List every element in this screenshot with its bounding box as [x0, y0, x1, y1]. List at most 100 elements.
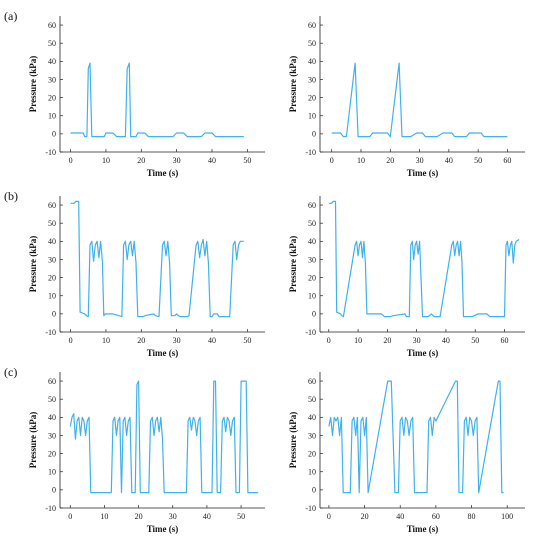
y-tick-label: 60	[48, 21, 56, 30]
x-axis-label: Time (s)	[407, 524, 439, 534]
x-tick-label: 30	[173, 156, 181, 165]
x-tick-label: 60	[432, 512, 440, 521]
chart-c-left: -10 0 10 20 30 40 50 60 0 10 20 30 40 50 Time (s) Press…	[28, 372, 265, 534]
y-tick-label: 60	[308, 201, 316, 210]
y-tick-label: 30	[48, 431, 56, 440]
y-tick-label: 50	[308, 219, 316, 228]
panel-label-b: (b)	[4, 189, 18, 203]
y-tick-label: 50	[48, 219, 56, 228]
y-tick-label: 60	[48, 201, 56, 210]
y-axis-label: Pressure (kPa)	[28, 412, 38, 468]
x-tick-label: 10	[102, 336, 110, 345]
x-tick-label: 20	[137, 156, 145, 165]
y-axis-label: Pressure (kPa)	[288, 412, 298, 468]
x-tick-label: 20	[383, 336, 391, 345]
y-tick-label: 40	[308, 413, 316, 422]
chart-b-right: -10 0 10 20 30 40 50 60 0 10 20 30 40 50 60 Time (s) Pre…	[288, 196, 525, 358]
x-tick-label: 40	[442, 336, 450, 345]
x-tick-label: 30	[169, 512, 177, 521]
x-tick-label: 30	[413, 336, 421, 345]
chart-a-right: -10 0 10 20 30 40 50 60 0 10 20 30 40 50 60 Time (s) Pre…	[288, 16, 525, 178]
x-tick-label: 30	[173, 336, 181, 345]
x-axis-label: Time (s)	[147, 524, 179, 534]
y-tick-label: -10	[45, 328, 56, 337]
y-tick-label: 30	[308, 75, 316, 84]
x-tick-label: 50	[243, 336, 251, 345]
x-tick-label: 50	[237, 512, 245, 521]
x-tick-label: 20	[137, 336, 145, 345]
x-tick-label: 50	[243, 156, 251, 165]
x-axis-label: Time (s)	[147, 168, 179, 178]
y-axis-label: Pressure (kPa)	[28, 236, 38, 292]
series-line	[331, 62, 508, 138]
x-tick-label: 40	[208, 336, 216, 345]
y-tick-label: 0	[52, 486, 56, 495]
x-tick-label: 0	[69, 156, 73, 165]
y-tick-label: 50	[48, 395, 56, 404]
x-axis-label: Time (s)	[407, 168, 439, 178]
y-tick-label: 10	[308, 468, 316, 477]
y-tick-label: 30	[308, 431, 316, 440]
x-tick-label: 20	[361, 512, 369, 521]
panel-label-a: (a)	[4, 9, 17, 23]
y-tick-label: 20	[308, 449, 316, 458]
y-tick-label: 50	[308, 39, 316, 48]
chart-c-right: -10 0 10 20 30 40 50 60 0 20 40 60 80 100 Time (s) Pres…	[288, 372, 525, 534]
x-tick-label: 10	[354, 336, 362, 345]
y-tick-label: 60	[308, 21, 316, 30]
x-tick-label: 0	[327, 512, 331, 521]
x-tick-label: 30	[416, 156, 424, 165]
x-tick-label: 20	[135, 512, 143, 521]
y-tick-label: 20	[308, 273, 316, 282]
y-tick-label: 0	[312, 310, 316, 319]
x-tick-label: 10	[100, 512, 108, 521]
y-tick-label: 40	[48, 57, 56, 66]
y-tick-label: 0	[312, 486, 316, 495]
y-tick-label: 20	[48, 93, 56, 102]
series-line	[328, 200, 520, 318]
y-tick-label: 60	[48, 377, 56, 386]
y-tick-label: 0	[312, 130, 316, 139]
y-axis-label: Pressure (kPa)	[288, 56, 298, 112]
x-tick-label: 40	[445, 156, 453, 165]
y-tick-label: 50	[308, 395, 316, 404]
y-tick-label: 20	[308, 93, 316, 102]
x-tick-label: 0	[327, 336, 331, 345]
x-tick-label: 50	[471, 336, 479, 345]
x-tick-label: 40	[208, 156, 216, 165]
y-tick-label: 10	[308, 112, 316, 121]
y-tick-label: -10	[45, 504, 56, 513]
y-tick-label: 40	[308, 237, 316, 246]
panel-label-c: (c)	[4, 365, 17, 379]
y-axis-label: Pressure (kPa)	[28, 56, 38, 112]
y-tick-label: 50	[48, 39, 56, 48]
x-tick-label: 80	[468, 512, 476, 521]
plots-layer: -10 0 10 20 30 40 50 60 0 10 20 30 40 50 Time (s) Press…	[28, 16, 525, 534]
y-tick-label: 20	[48, 449, 56, 458]
y-tick-label: 10	[48, 112, 56, 121]
x-axis-label: Time (s)	[147, 348, 179, 358]
x-tick-label: 60	[503, 156, 511, 165]
x-tick-label: 0	[68, 512, 72, 521]
series-line	[70, 62, 244, 138]
y-tick-label: 10	[48, 468, 56, 477]
x-tick-label: 40	[203, 512, 211, 521]
y-tick-label: -10	[305, 504, 316, 513]
x-axis-label: Time (s)	[407, 348, 439, 358]
y-tick-label: 20	[48, 273, 56, 282]
y-tick-label: 40	[48, 413, 56, 422]
y-tick-label: -10	[305, 148, 316, 157]
x-tick-label: 100	[501, 512, 513, 521]
series-line	[69, 380, 259, 494]
y-tick-label: 60	[308, 377, 316, 386]
y-tick-label: 30	[308, 255, 316, 264]
series-line	[328, 380, 504, 494]
y-tick-label: 40	[48, 237, 56, 246]
x-tick-label: 50	[474, 156, 482, 165]
chart-b-left: -10 0 10 20 30 40 50 60 0 10 20 30 40 50 Time (s) Press…	[28, 196, 265, 358]
y-axis-label: Pressure (kPa)	[288, 236, 298, 292]
y-tick-label: 30	[48, 255, 56, 264]
y-tick-label: -10	[305, 328, 316, 337]
y-tick-label: 40	[308, 57, 316, 66]
x-tick-label: 20	[386, 156, 394, 165]
